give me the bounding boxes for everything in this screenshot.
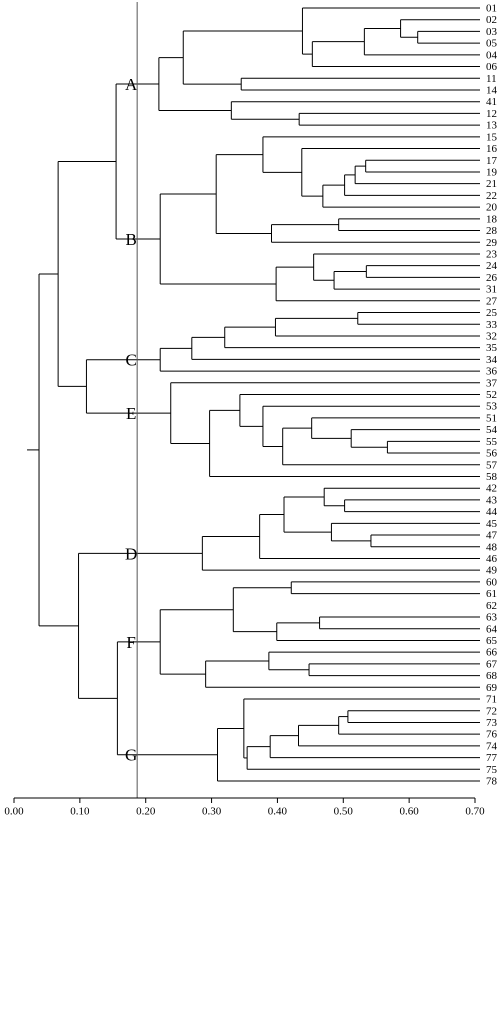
leaf-label-65: 65 xyxy=(486,635,498,647)
leaf-label-13: 13 xyxy=(486,120,498,132)
leaf-label-48: 48 xyxy=(486,541,498,553)
group-label-A: A xyxy=(125,75,138,94)
leaf-label-58: 58 xyxy=(486,471,498,483)
leaf-label-46: 46 xyxy=(486,553,498,565)
leaf-label-32: 32 xyxy=(486,330,497,342)
leaf-label-77: 77 xyxy=(486,752,498,764)
x-tick-label-6: 0.60 xyxy=(400,806,420,818)
leaf-label-60: 60 xyxy=(486,576,498,588)
leaf-label-27: 27 xyxy=(486,295,498,307)
group-label-E: E xyxy=(126,404,136,423)
leaf-label-11: 11 xyxy=(486,73,497,85)
leaf-label-56: 56 xyxy=(486,448,498,460)
leaf-label-66: 66 xyxy=(486,647,498,659)
leaf-label-74: 74 xyxy=(486,740,498,752)
leaf-label-47: 47 xyxy=(486,530,498,542)
leaf-label-54: 54 xyxy=(486,424,498,436)
x-tick-label-3: 0.30 xyxy=(202,806,222,818)
leaf-label-25: 25 xyxy=(486,307,498,319)
leaf-label-45: 45 xyxy=(486,518,498,530)
leaf-label-19: 19 xyxy=(486,167,498,179)
x-tick-label-5: 0.50 xyxy=(334,806,354,818)
leaf-label-73: 73 xyxy=(486,717,498,729)
leaf-label-12: 12 xyxy=(486,108,497,120)
x-tick-label-4: 0.40 xyxy=(268,806,288,818)
leaf-label-02: 02 xyxy=(486,14,497,26)
leaf-label-67: 67 xyxy=(486,658,498,670)
leaf-label-37: 37 xyxy=(486,377,498,389)
leaf-label-05: 05 xyxy=(486,38,498,50)
leaf-label-24: 24 xyxy=(486,260,498,272)
leaf-label-22: 22 xyxy=(486,190,497,202)
leaf-label-72: 72 xyxy=(486,705,497,717)
leaf-label-26: 26 xyxy=(486,272,498,284)
group-label-G: G xyxy=(125,746,137,765)
leaf-label-49: 49 xyxy=(486,565,498,577)
dendrogram-branches xyxy=(27,7,480,782)
leaf-label-71: 71 xyxy=(486,694,497,706)
leaf-label-51: 51 xyxy=(486,412,497,424)
leaf-label-31: 31 xyxy=(486,284,497,296)
leaf-label-18: 18 xyxy=(486,213,498,225)
x-axis-ticks: 0.00 0.10 0.20 0.30 0.40 0.50 0.60 0.70 xyxy=(4,798,485,818)
leaf-label-06: 06 xyxy=(486,61,498,73)
leaf-label-14: 14 xyxy=(486,85,498,97)
x-tick-label-0: 0.00 xyxy=(4,806,24,818)
leaf-label-20: 20 xyxy=(486,202,498,214)
leaf-label-57: 57 xyxy=(486,459,498,471)
leaf-label-03: 03 xyxy=(486,26,498,38)
leaf-label-68: 68 xyxy=(486,670,498,682)
leaf-label-34: 34 xyxy=(486,354,498,366)
leaf-label-78: 78 xyxy=(486,776,498,788)
leaf-label-41: 41 xyxy=(486,96,497,108)
leaf-label-61: 61 xyxy=(486,588,497,600)
group-label-C: C xyxy=(125,351,136,370)
leaf-label-44: 44 xyxy=(486,506,498,518)
x-tick-label-7: 0.70 xyxy=(465,806,485,818)
x-axis: 0.00 0.10 0.20 0.30 0.40 0.50 0.60 0.70 xyxy=(4,797,485,818)
leaf-label-52: 52 xyxy=(486,389,497,401)
leaf-label-75: 75 xyxy=(486,764,498,776)
leaf-label-16: 16 xyxy=(486,143,498,155)
cluster-group-labels: A B C E D F G xyxy=(125,75,138,765)
leaf-label-28: 28 xyxy=(486,225,498,237)
leaf-label-33: 33 xyxy=(486,319,498,331)
group-label-F: F xyxy=(126,633,135,652)
leaf-labels: 0102030504061114411213151617192122201828… xyxy=(486,3,498,788)
leaf-label-21: 21 xyxy=(486,178,497,190)
x-tick-label-2: 0.20 xyxy=(136,806,156,818)
leaf-label-43: 43 xyxy=(486,494,498,506)
leaf-label-23: 23 xyxy=(486,248,498,260)
leaf-label-04: 04 xyxy=(486,49,498,61)
leaf-label-29: 29 xyxy=(486,237,498,249)
x-tick-label-1: 0.10 xyxy=(70,806,90,818)
leaf-label-69: 69 xyxy=(486,682,498,694)
leaf-label-15: 15 xyxy=(486,131,498,143)
leaf-label-35: 35 xyxy=(486,342,498,354)
leaf-label-42: 42 xyxy=(486,483,497,495)
leaf-label-63: 63 xyxy=(486,612,498,624)
leaf-label-36: 36 xyxy=(486,366,498,378)
leaf-label-53: 53 xyxy=(486,401,498,413)
leaf-label-62: 62 xyxy=(486,600,497,612)
group-label-D: D xyxy=(125,544,137,563)
leaf-label-17: 17 xyxy=(486,155,498,167)
leaf-label-64: 64 xyxy=(486,623,498,635)
leaf-label-55: 55 xyxy=(486,436,498,448)
group-label-B: B xyxy=(125,230,136,249)
leaf-label-01: 01 xyxy=(486,3,497,15)
leaf-label-76: 76 xyxy=(486,729,498,741)
